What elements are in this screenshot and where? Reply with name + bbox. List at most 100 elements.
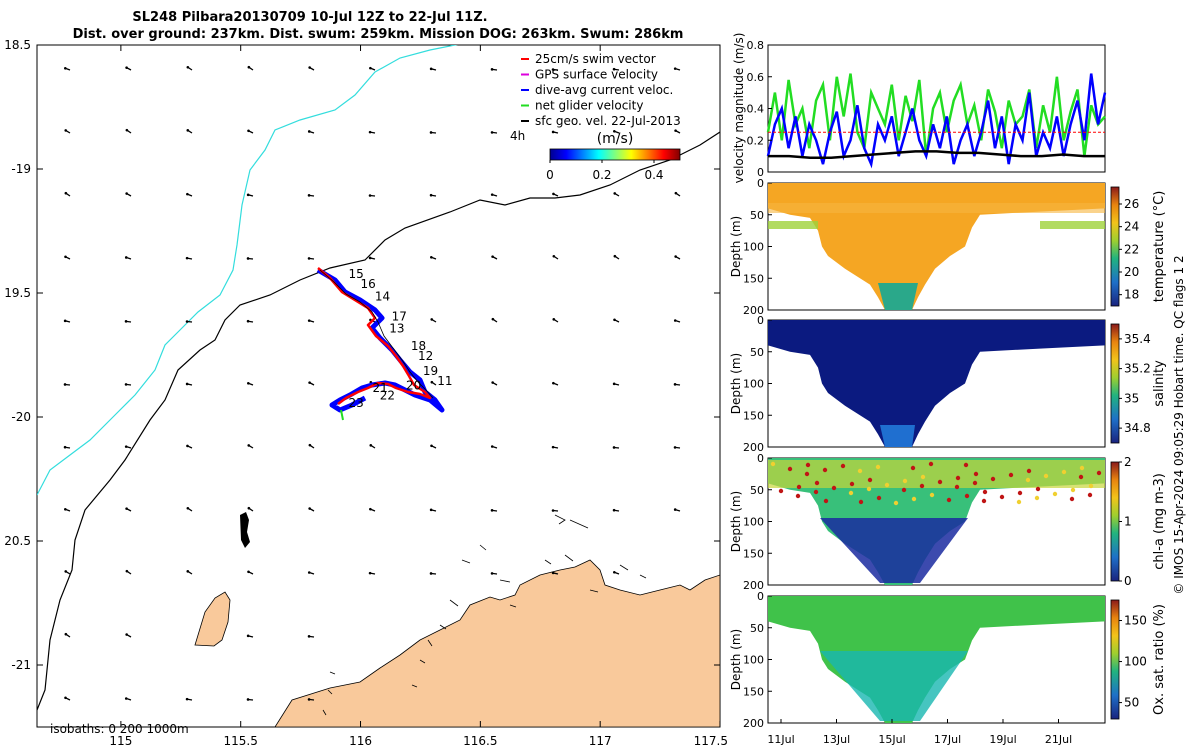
current-arrow-head	[307, 698, 311, 701]
map-xtick-label: 116.5	[463, 734, 497, 748]
chl-sample-dot	[964, 493, 970, 499]
chl-sample-dot	[796, 484, 802, 490]
temperature-clabel: temperature (°C)	[1152, 191, 1167, 303]
salinity-ytick-label: 200	[743, 441, 764, 454]
colorbar-tick-label: 0.2	[592, 168, 611, 182]
salinity-clabel: salinity	[1152, 360, 1167, 407]
current-arrow-head	[124, 320, 128, 323]
velocity-y-axis: 0 0.2 0.4 0.6 0.8	[747, 39, 772, 179]
chl-deep-region	[820, 518, 968, 583]
current-arrow-head	[64, 696, 67, 700]
current-arrow-head	[613, 129, 616, 133]
chl-sample-dot	[982, 489, 988, 495]
temperature-ytick-label: 150	[743, 272, 764, 285]
chl-ytick-label: 50	[750, 484, 764, 497]
current-arrow-head	[552, 318, 556, 321]
current-arrow-head	[612, 446, 616, 449]
chl-sample-dot	[1025, 477, 1031, 483]
isobaths-label: isobaths: 0 200 1000m	[50, 722, 189, 736]
oxygen-colorbar	[1110, 599, 1120, 720]
current-arrow-head	[368, 571, 372, 575]
chl-colorbar-label: 2	[1124, 455, 1132, 469]
legend-label: net glider velocity	[535, 99, 643, 113]
map-xtick-label: 117.5	[694, 734, 728, 748]
chl-sample-dot	[884, 482, 890, 488]
colorbar-title: (m/s)	[597, 131, 634, 147]
temperature-ylabel: Depth (m)	[729, 216, 743, 277]
current-arrow-head	[185, 256, 189, 260]
current-arrow-head	[612, 67, 616, 71]
salinity-ytick-label: 150	[743, 409, 764, 422]
current-arrow-head	[124, 697, 128, 700]
chl-sample-dot	[1052, 491, 1058, 497]
chl-sample-dot	[770, 461, 776, 467]
chl-sample-dot	[1088, 483, 1094, 489]
day-label: 12	[418, 349, 433, 363]
land-island-large	[194, 591, 231, 647]
current-arrow-head	[490, 193, 494, 196]
current-arrow-head	[247, 570, 250, 574]
chl-sample-dot	[1016, 499, 1022, 505]
salinity-colorbar-label: 35	[1124, 391, 1139, 405]
chl-sample-dot	[840, 463, 846, 469]
temperature-cold-core	[878, 283, 918, 310]
current-arrow-head	[125, 569, 129, 573]
velocity-ytick-label: 0	[757, 166, 764, 179]
current-arrow-head	[308, 66, 311, 69]
map-xtick-label: 115.5	[224, 734, 258, 748]
salinity-ytick-label: 100	[743, 378, 764, 391]
temperature-colorbar-label: 24	[1124, 220, 1139, 234]
colorbar-tick-label: 0	[546, 168, 554, 182]
day-label: 17	[392, 309, 407, 323]
current-arrow-head	[185, 320, 189, 323]
oxygen-ytick-label: 0	[757, 590, 764, 603]
date-xtick-label: 21Jul	[1045, 733, 1072, 746]
chl-sample-dot	[831, 485, 837, 491]
chl-sample-dot	[866, 486, 872, 492]
current-arrow-head	[551, 68, 555, 71]
current-arrow-head	[185, 697, 189, 701]
chl-sample-dot	[911, 496, 917, 502]
chl-sample-dot	[875, 464, 881, 470]
label-4h: 4h	[510, 129, 525, 143]
chl-clabel: chl-a (mg m-3)	[1152, 473, 1167, 570]
current-arrow-head	[429, 508, 433, 512]
velocity-ytick-label: 0.6	[747, 71, 765, 84]
current-arrow-head	[64, 570, 68, 573]
current-arrow-head	[551, 130, 555, 134]
chl-sample-dot	[919, 483, 925, 489]
current-arrow-head	[307, 635, 311, 638]
day-label: 13	[389, 322, 404, 336]
current-arrow-head	[552, 192, 555, 196]
velocity-series-line	[768, 150, 1105, 159]
map-legend: 25cm/s swim vector GPS surface velocitydi…	[521, 52, 681, 128]
salinity-colorbar-label: 35.4	[1124, 332, 1151, 346]
current-arrow-head	[369, 507, 372, 511]
chl-sample-dot	[849, 481, 855, 487]
chl-ylabel: Depth (m)	[729, 491, 743, 552]
current-arrow-head	[247, 444, 251, 447]
map-y-axis: 18.5 -19 19.5 -20 20.5 -21	[4, 38, 720, 672]
current-arrow-head	[368, 194, 372, 197]
current-arrow-head	[673, 446, 677, 449]
chl-sample-dot	[1017, 490, 1023, 496]
current-arrow-head	[246, 634, 250, 638]
chl-sample-dot	[814, 480, 820, 486]
current-arrow-head	[246, 319, 250, 323]
chl-sample-dot	[805, 462, 811, 468]
current-arrow-head	[429, 193, 433, 197]
chl-sample-dot	[858, 499, 864, 505]
current-arrow-head	[673, 319, 677, 322]
land-mainland	[274, 559, 720, 727]
current-arrow-head	[429, 572, 433, 575]
velocity-ylabel: velocity magnitude (m/s)	[732, 33, 746, 184]
current-arrow-head	[429, 131, 433, 134]
current-arrow-head	[125, 192, 128, 195]
chl-sample-dot	[1070, 487, 1076, 493]
current-arrow-head	[612, 382, 616, 386]
speed-colorbar: (m/s) 0 0.2 0.4	[546, 131, 681, 182]
current-arrow-head	[125, 66, 128, 69]
title-line2: Dist. over ground: 237km. Dist. swum: 25…	[73, 27, 684, 42]
land-island-small	[240, 512, 250, 548]
chl-sample-dot	[795, 493, 801, 499]
